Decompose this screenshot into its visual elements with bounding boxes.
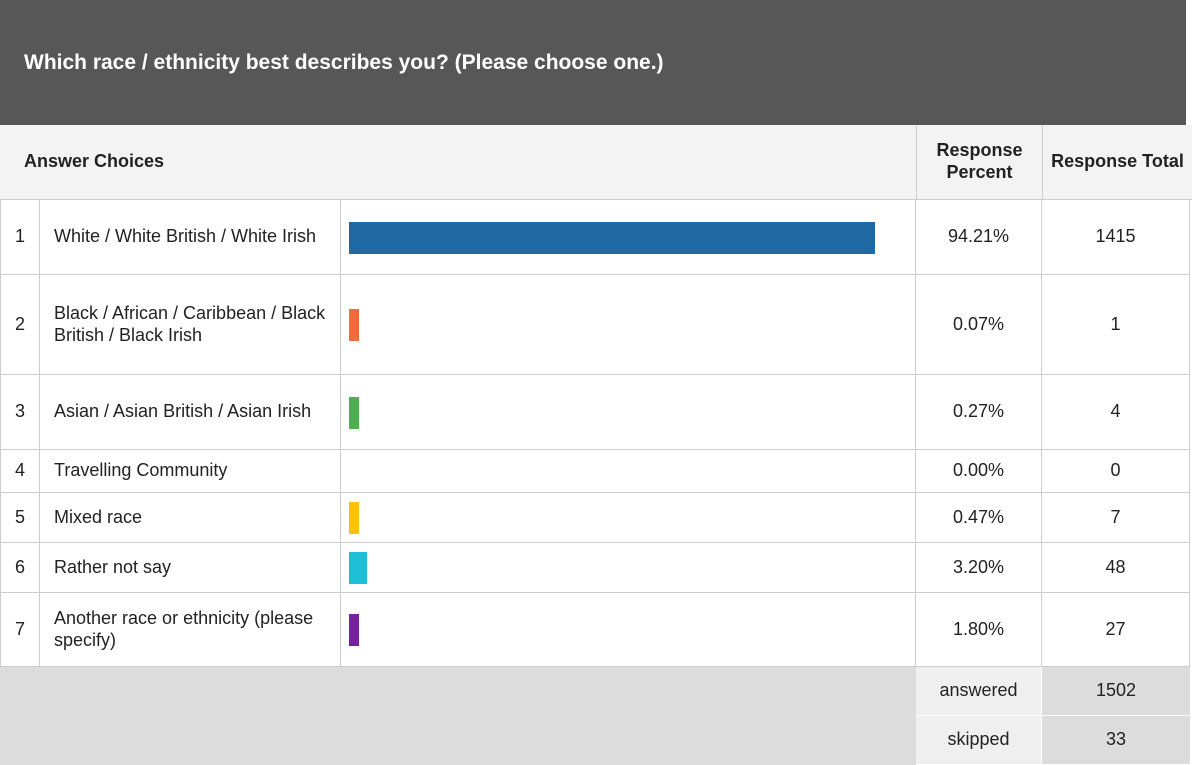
response-total: 4 bbox=[1042, 375, 1190, 450]
header-cell: Answer Choices bbox=[0, 125, 916, 200]
bar bbox=[349, 614, 360, 646]
bar bbox=[349, 396, 359, 429]
bar-cell bbox=[341, 543, 916, 593]
bar-cell bbox=[341, 375, 916, 450]
response-total: 7 bbox=[1042, 493, 1190, 543]
choice-label: Mixed race bbox=[40, 493, 341, 543]
row-index: 7 bbox=[0, 593, 40, 667]
footer-value: 1502 bbox=[1042, 667, 1190, 716]
response-percent: 3.20% bbox=[916, 543, 1042, 593]
choice-label: Another race or ethnicity (please specif… bbox=[40, 593, 341, 667]
response-total: 1 bbox=[1042, 275, 1190, 375]
title-bar: Which race / ethnicity best describes yo… bbox=[0, 0, 1186, 125]
footer-label: answered bbox=[916, 667, 1042, 716]
row-index: 2 bbox=[0, 275, 40, 375]
choice-label: Rather not say bbox=[40, 543, 341, 593]
response-percent: 0.07% bbox=[916, 275, 1042, 375]
bar-cell bbox=[341, 450, 916, 493]
bar-cell bbox=[341, 593, 916, 667]
bar bbox=[349, 552, 367, 584]
bar-cell bbox=[341, 275, 916, 375]
response-percent: 1.80% bbox=[916, 593, 1042, 667]
response-percent: 0.47% bbox=[916, 493, 1042, 543]
row-index: 3 bbox=[0, 375, 40, 450]
choice-label: White / White British / White Irish bbox=[40, 200, 341, 275]
choice-label: Travelling Community bbox=[40, 450, 341, 493]
footer-value: 33 bbox=[1042, 716, 1190, 765]
response-percent: 0.27% bbox=[916, 375, 1042, 450]
bar bbox=[349, 502, 359, 534]
row-index: 6 bbox=[0, 543, 40, 593]
response-percent: 94.21% bbox=[916, 200, 1042, 275]
response-total: 48 bbox=[1042, 543, 1190, 593]
bar bbox=[349, 309, 359, 341]
row-index: 4 bbox=[0, 450, 40, 493]
header-cell: Response Percent bbox=[916, 125, 1042, 200]
response-total: 1415 bbox=[1042, 200, 1190, 275]
row-index: 1 bbox=[0, 200, 40, 275]
response-percent: 0.00% bbox=[916, 450, 1042, 493]
choice-label: Black / African / Caribbean / Black Brit… bbox=[40, 275, 341, 375]
response-total: 27 bbox=[1042, 593, 1190, 667]
header-cell: Response Total bbox=[1042, 125, 1192, 200]
response-total: 0 bbox=[1042, 450, 1190, 493]
row-index: 5 bbox=[0, 493, 40, 543]
title-edge bbox=[1186, 0, 1192, 125]
footer-label: skipped bbox=[916, 716, 1042, 765]
footer-fill bbox=[0, 667, 916, 765]
bar-cell bbox=[341, 493, 916, 543]
bar bbox=[349, 221, 875, 254]
choice-label: Asian / Asian British / Asian Irish bbox=[40, 375, 341, 450]
